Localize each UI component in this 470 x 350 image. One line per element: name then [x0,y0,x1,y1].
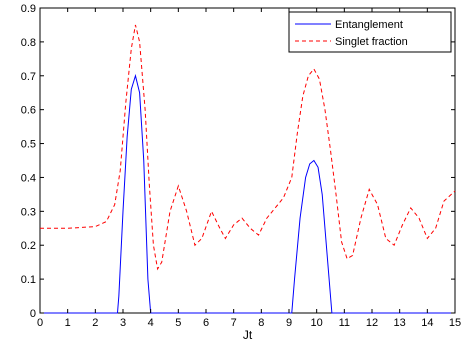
y-tick-label: 0.6 [21,105,36,117]
x-tick-label: 4 [148,317,154,329]
plot-frame [39,7,456,314]
x-tick-label: 8 [258,317,264,329]
x-tick-label: 12 [366,317,378,329]
y-tick-label: 0 [30,308,36,320]
x-tick-label: 14 [421,317,433,329]
legend-singlet-fraction-label: Singlet fraction [335,36,408,48]
y-tick-label: 0.5 [21,139,36,151]
y-tick-label: 0.9 [21,3,36,15]
series-line-singlet-fraction [40,24,456,271]
legend: Entanglement Singlet fraction [288,11,452,53]
x-tick-label: 2 [92,317,98,329]
x-tick-label: 13 [394,317,406,329]
x-tick-label: 6 [203,317,209,329]
axes-layer: 0 1 2 3 4 5 6 7 8 9 10 11 12 13 14 1500.10.20.30.40.50.… [21,3,461,329]
series-line-entanglement [40,73,455,314]
x-tick-label: 1 [65,317,71,329]
x-tick-label: 11 [339,317,350,329]
y-tick-label: 0.7 [21,71,36,83]
x-tick-label: 3 [120,317,126,329]
x-tick-label: 10 [311,317,323,329]
x-axis-label: Jt [243,328,253,342]
y-tick-label: 0.8 [21,37,36,49]
y-tick-label: 0.4 [21,172,36,184]
x-tick-label: 9 [286,317,292,329]
x-tick-label: 15 [449,317,461,329]
x-tick-label: 0 [37,317,43,329]
y-tick-label: 0.1 [21,274,36,286]
legend-entanglement-label: Entanglement [335,19,403,31]
series-layer [40,24,456,314]
y-tick-label: 0.3 [21,206,36,218]
x-tick-label: 7 [231,317,237,329]
legend-box [288,11,452,53]
x-tick-label: 5 [175,317,181,329]
y-tick-label: 0.2 [21,240,36,252]
